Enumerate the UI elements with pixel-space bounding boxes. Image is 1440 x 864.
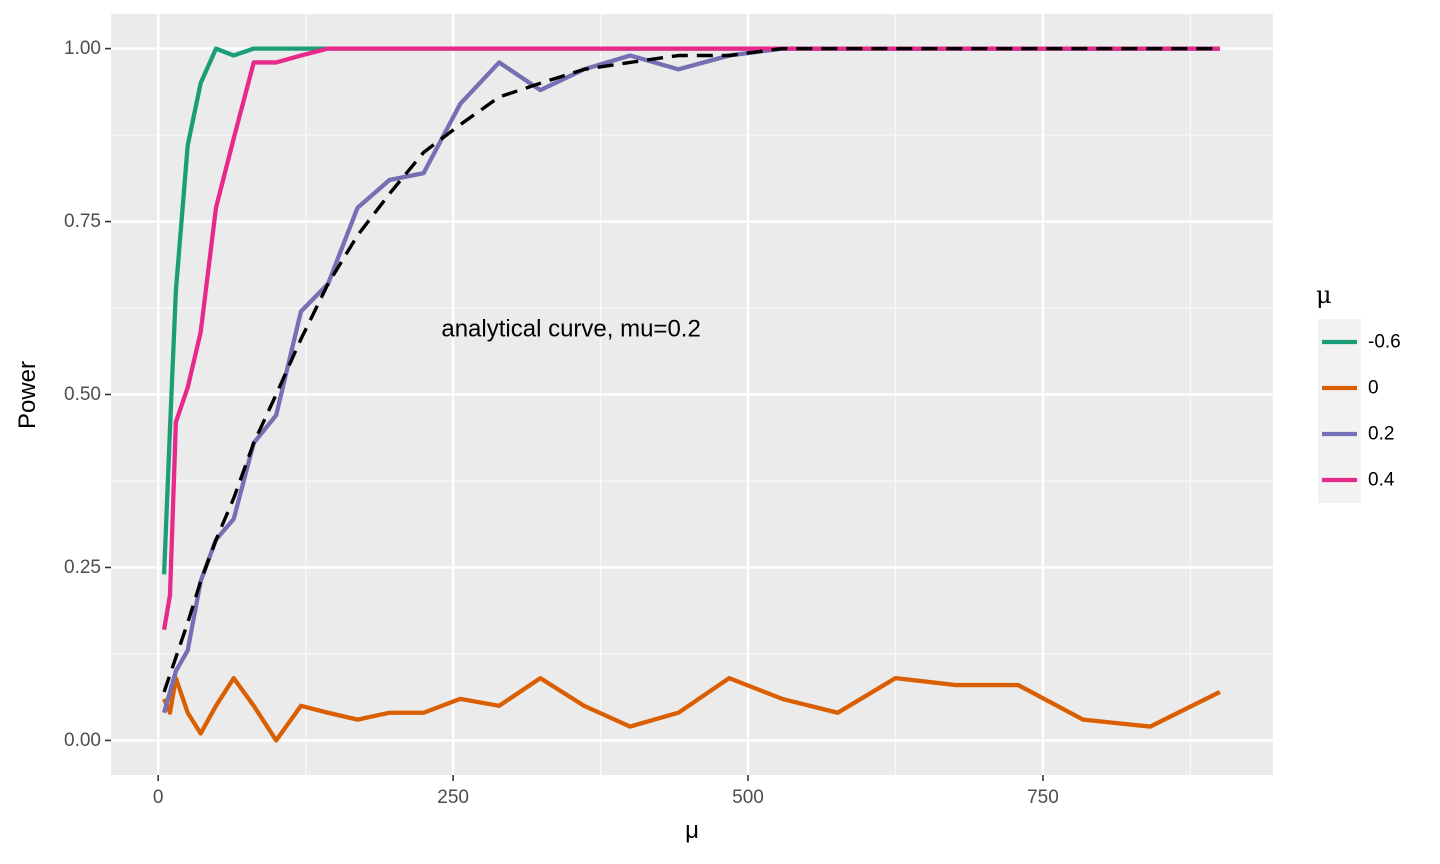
annotation-text: analytical curve, mu=0.2 (441, 315, 700, 342)
y-axis-ticks: 0.00 0.25 0.50 0.75 1.00 (64, 38, 111, 751)
series-line--0.6 (161, 46, 1220, 575)
y-tick-label: 0.25 (64, 557, 101, 578)
legend-label: -0.6 (1368, 332, 1401, 353)
x-tick-label: 500 (732, 787, 764, 808)
y-tick-label: 1.00 (64, 38, 101, 59)
x-axis-ticks: 0 250 500 750 (153, 775, 1059, 808)
legend-title: μ (1316, 281, 1332, 309)
y-tick-label: 0.75 (64, 211, 101, 232)
series-lines (161, 46, 1221, 743)
analytical-dashed-line (162, 46, 1220, 693)
legend-label: 0.4 (1368, 470, 1395, 491)
x-tick-label: 0 (153, 787, 164, 808)
x-tick-label: 250 (437, 787, 469, 808)
annotations: analytical curve, mu=0.2 (441, 315, 700, 342)
legend: μ -0.6 0 0.2 0.4 (1316, 281, 1401, 503)
legend-label: 0 (1368, 378, 1379, 399)
y-tick-label: 0.50 (64, 384, 101, 405)
major-gridlines (111, 14, 1273, 775)
y-axis-title: Power (14, 361, 41, 429)
y-tick-label: 0.00 (64, 730, 101, 751)
series-line-0.4 (161, 46, 1220, 631)
x-axis-title: μ (685, 817, 699, 844)
x-tick-label: 750 (1027, 787, 1059, 808)
legend-label: 0.2 (1368, 424, 1394, 445)
series-line-0 (162, 676, 1221, 743)
